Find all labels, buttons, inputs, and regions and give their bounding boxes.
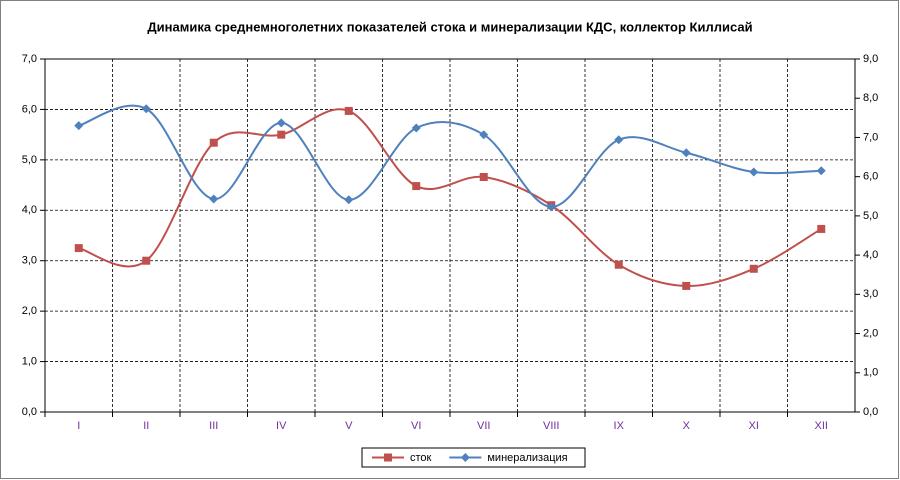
y2-tick-label: 6,0 [863,171,878,183]
y2-tick-label: 8,0 [863,92,878,104]
marker [344,195,354,205]
x-tick-label: II [143,420,149,432]
chart-title: Динамика среднемноголетних показателей с… [147,19,752,34]
marker [816,166,826,176]
x-tick-label: IX [614,420,625,432]
marker [614,135,624,145]
y2-tick-label: 5,0 [863,210,878,222]
marker [411,123,421,133]
legend-label: сток [410,452,432,464]
x-tick-label: I [77,420,80,432]
y-tick-label: 5,0 [22,154,37,166]
marker [681,148,691,158]
marker [209,138,218,147]
legend-marker [384,453,392,462]
marker [142,256,151,265]
x-tick-label: X [683,420,691,432]
y2-tick-label: 4,0 [863,249,878,261]
y2-tick-label: 3,0 [863,288,878,300]
marker [74,244,83,253]
x-tick-label: III [209,420,218,432]
y-tick-label: 0,0 [22,406,37,418]
y-tick-label: 4,0 [22,204,37,216]
marker [479,130,489,140]
y-tick-label: 6,0 [22,103,37,115]
y-tick-label: 3,0 [22,255,37,267]
legend: сток минерализация [361,447,586,468]
legend-marker [460,453,470,462]
marker [277,130,286,139]
x-tick-label: VI [411,420,421,432]
marker [546,202,556,212]
y2-tick-label: 9,0 [863,53,878,65]
marker [817,224,826,233]
marker [74,121,84,131]
legend-label: минерализация [487,452,567,464]
y2-tick-label: 0,0 [863,406,878,418]
marker [276,118,286,128]
y-tick-label: 7,0 [22,53,37,65]
marker [749,167,759,177]
x-tick-label: VII [477,420,490,432]
y2-tick-label: 1,0 [863,367,878,379]
marker [479,173,488,182]
marker [412,182,421,191]
x-tick-label: XII [815,420,828,432]
x-tick-label: IV [276,420,287,432]
y-tick-label: 1,0 [22,355,37,367]
marker [614,260,623,269]
marker [749,264,758,273]
x-tick-label: VIII [543,420,560,432]
marker [209,194,219,204]
y2-tick-label: 7,0 [863,131,878,143]
y-tick-label: 2,0 [22,305,37,317]
y2-tick-label: 2,0 [863,327,878,339]
marker [141,104,151,114]
x-tick-label: V [345,420,353,432]
x-tick-label: XI [749,420,759,432]
marker [344,106,353,115]
marker [682,281,691,290]
